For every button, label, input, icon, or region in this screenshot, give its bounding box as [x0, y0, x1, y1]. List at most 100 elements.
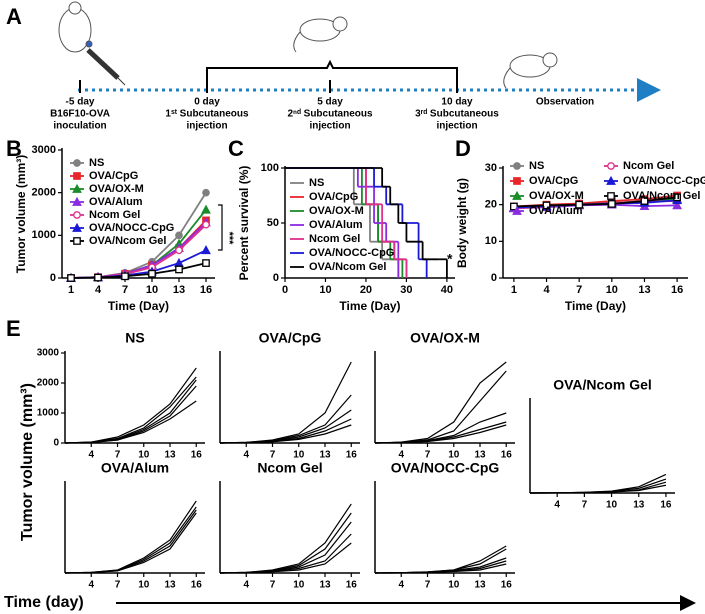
chart: 0 50 100 0 10 20 30 40 C Time (Day) Percent surviv… — [228, 136, 455, 313]
series-line — [219, 418, 352, 444]
legend-label: OVA/NOCC-CpG — [623, 175, 705, 187]
event-day: 0 day — [194, 97, 220, 108]
event-day: Observation — [536, 97, 594, 108]
x-tick-label: 7 — [270, 580, 276, 591]
x-tick-label: 7 — [582, 500, 588, 511]
x-tick-label: 10 — [319, 284, 331, 296]
x-tick-label: 7 — [115, 450, 121, 461]
x-tick-label: 0 — [282, 284, 288, 296]
x-tick-label: 10 — [448, 580, 460, 591]
x-tick-label: 13 — [164, 450, 176, 461]
marker — [640, 197, 649, 205]
x-tick-label: 1 — [511, 284, 517, 296]
bracket — [218, 204, 223, 251]
series-line — [70, 262, 207, 279]
x-tick-label: 13 — [474, 450, 486, 461]
series-line — [219, 503, 352, 574]
legend-label: OVA/Alum — [529, 205, 583, 217]
x-tick-label: 4 — [398, 450, 404, 461]
x-tick-label: 7 — [115, 580, 121, 591]
x-tick-label: 13 — [633, 500, 645, 511]
event-text: 2ⁿᵈ Subcutaneous — [287, 109, 373, 120]
x-tick-label: 10 — [448, 450, 460, 461]
series-line — [374, 424, 507, 444]
y-tick-label: 30 — [485, 162, 497, 174]
x-tick-label: 13 — [638, 284, 650, 296]
x-tick-label: 4 — [543, 284, 550, 296]
legend-label: OVA/CpG — [309, 191, 358, 203]
chart: 0 10 20 30 1 4 7 10 13 16 D Time (Day) Body weight (… — [455, 136, 705, 313]
legend-label: OVA/CpG — [529, 175, 578, 187]
series-line — [219, 512, 352, 574]
panel-label: A — [6, 4, 22, 29]
legend-label: OVA/NOCC-CpG — [89, 222, 174, 234]
marker — [607, 162, 615, 170]
x-tick-label: 13 — [474, 580, 486, 591]
series-line — [219, 542, 352, 574]
x-tick-label: 7 — [270, 450, 276, 461]
x-tick-label: 10 — [606, 500, 618, 511]
marker — [73, 237, 81, 245]
x-tick-label: 4 — [95, 284, 102, 296]
marker — [607, 200, 616, 208]
y-tick-label: 2000 — [37, 378, 60, 389]
x-tick-label: 16 — [501, 580, 513, 591]
x-tick-label: 10 — [606, 284, 618, 296]
y-tick-label: 1000 — [37, 408, 60, 419]
marker — [73, 211, 81, 219]
y-tick-label: 2000 — [32, 187, 56, 199]
series-line — [219, 521, 352, 574]
chart: 4 7 10 13 16 OVA/CpG — [219, 330, 360, 461]
x-tick-label: 40 — [441, 284, 453, 296]
x-axis-title: Time (Day) — [108, 299, 169, 313]
x-tick-label: 30 — [400, 284, 412, 296]
x-tick-label: 16 — [191, 450, 203, 461]
marker — [512, 205, 522, 215]
marker — [202, 188, 210, 197]
x-tick-label: 7 — [576, 284, 582, 296]
legend-label: OVA/CpG — [89, 170, 138, 182]
y-tick-label: 3000 — [37, 348, 60, 359]
chart-title: Ncom Gel — [257, 460, 322, 476]
legend-label: NS — [529, 160, 544, 172]
legend-label: NS — [309, 177, 324, 189]
legend-label: OVA/OX-M — [529, 190, 584, 202]
x-tick-label: 16 — [501, 450, 513, 461]
chart-title: OVA/Ncom Gel — [553, 377, 652, 393]
marker — [672, 200, 683, 210]
series-line — [64, 376, 197, 444]
chart-title: OVA/NOCC-CpG — [391, 460, 500, 476]
y-axis-title: Body weight (g) — [455, 178, 469, 268]
y-axis-title: Percent survival (%) — [237, 166, 251, 281]
marker — [513, 177, 521, 185]
y-axis-title: Tumor volume (mm³) — [19, 383, 36, 541]
legend-label: OVA/Ncom Gel — [89, 235, 166, 247]
x-tick-label: 10 — [293, 450, 305, 461]
y-tick-label: 1000 — [32, 229, 56, 241]
timeline-art — [58, 1, 661, 102]
x-tick-label: 7 — [425, 580, 431, 591]
x-tick-label: 1 — [68, 284, 74, 296]
x-tick-label: 20 — [360, 284, 372, 296]
panel-label: C — [228, 136, 244, 161]
legend-label: OVA/OX-M — [89, 183, 144, 195]
legend-label: OVA/Ncom Gel — [623, 190, 700, 202]
event-text: B16F10-OVA — [50, 109, 110, 120]
x-tick-label: 16 — [346, 450, 358, 461]
x-tick-label: 16 — [191, 580, 203, 591]
marker — [72, 183, 82, 193]
marker — [542, 201, 551, 210]
event-text: inoculation — [53, 121, 106, 132]
chart: 4 7 10 13 16 OVA/Alum — [64, 460, 205, 591]
series-line — [529, 484, 667, 494]
chart: 4 7 10 13 16 OVA/NOCC-CpG — [374, 460, 515, 591]
marker — [148, 269, 156, 278]
legend-label: OVA/Alum — [89, 196, 143, 208]
chart-title: NS — [125, 330, 144, 346]
x-tick-label: 13 — [164, 580, 176, 591]
chart-title: OVA/OX-M — [410, 330, 480, 346]
x-tick-label: 13 — [319, 580, 331, 591]
x-tick-label: 7 — [122, 284, 128, 296]
marker — [67, 274, 75, 282]
